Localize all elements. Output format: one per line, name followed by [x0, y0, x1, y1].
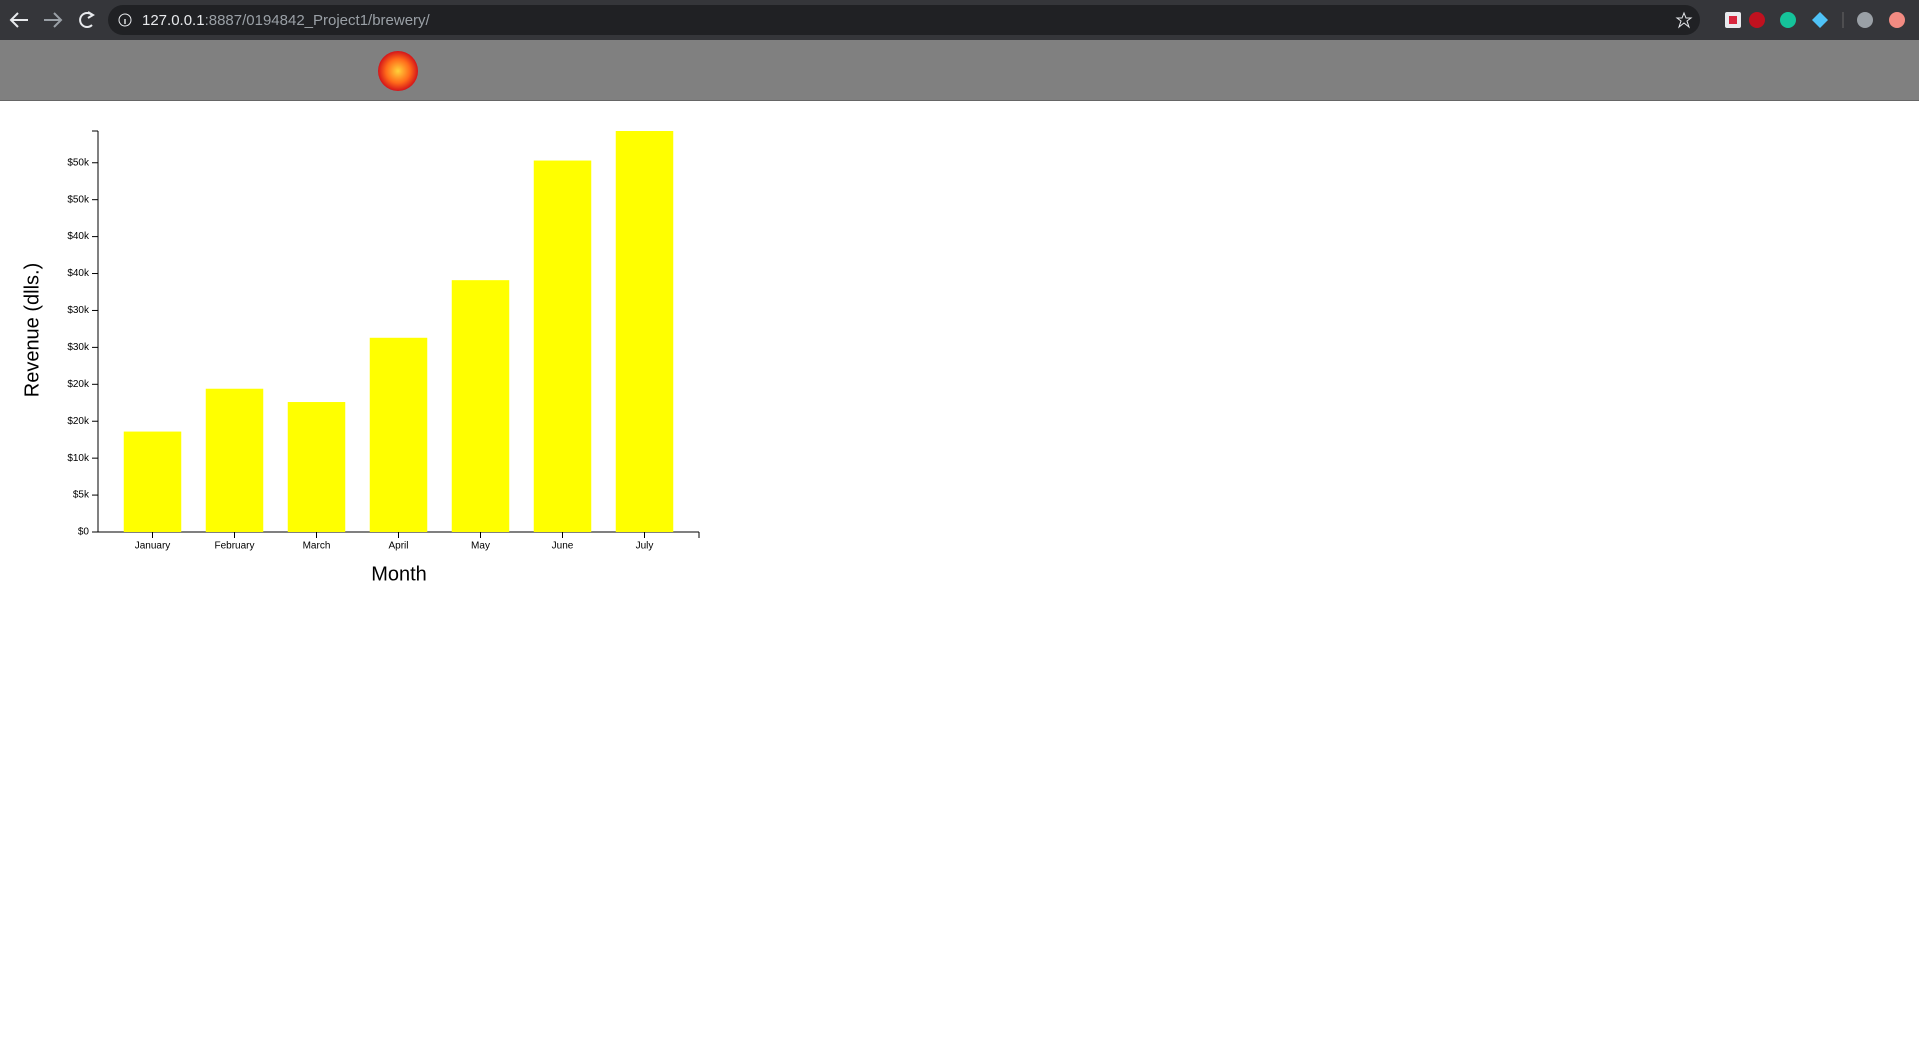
bar [287, 402, 346, 532]
url-path: :8887/0194842_Project1/brewery/ [204, 12, 430, 29]
x-tick-label: April [388, 541, 408, 552]
bar [615, 131, 674, 532]
x-tick-label: July [636, 541, 654, 552]
y-axis-label: Revenue (dlls.) [21, 263, 43, 398]
x-axis-label: Month [371, 563, 427, 585]
x-tick-label: May [471, 541, 490, 552]
site-header [0, 40, 1919, 101]
y-tick-label: $10k [67, 453, 90, 464]
y-tick-label: $50k [67, 194, 90, 205]
info-icon [118, 13, 132, 27]
bar [533, 160, 592, 532]
y-tick-label: $50k [67, 157, 90, 168]
address-bar[interactable] [108, 5, 1700, 35]
y-tick-label: $0 [78, 527, 90, 538]
y-tick-label: $20k [67, 416, 90, 427]
x-tick-label: March [303, 541, 331, 552]
y-tick-label: $40k [67, 231, 90, 242]
browser-toolbar: 127.0.0.1:8887/0194842_Project1/brewery/ [0, 0, 1919, 40]
logo[interactable] [368, 41, 428, 99]
url-host: 127.0.0.1 [142, 12, 205, 29]
y-tick-label: $30k [67, 305, 90, 316]
url: 127.0.0.1:8887/0194842_Project1/brewery/ [142, 12, 430, 29]
extensions[interactable] [1660, 0, 1919, 40]
x-tick-label: January [135, 541, 171, 552]
y-tick-label: $40k [67, 268, 90, 279]
y-tick-label: $5k [73, 490, 90, 501]
y-tick-label: $20k [67, 379, 90, 390]
y-tick-label: $30k [67, 342, 90, 353]
bar [123, 431, 182, 532]
bar [205, 388, 264, 532]
bar [369, 337, 428, 532]
nav-buttons[interactable] [0, 0, 130, 40]
x-tick-label: June [552, 541, 574, 552]
x-tick-label: February [214, 541, 254, 552]
bar [451, 280, 510, 532]
